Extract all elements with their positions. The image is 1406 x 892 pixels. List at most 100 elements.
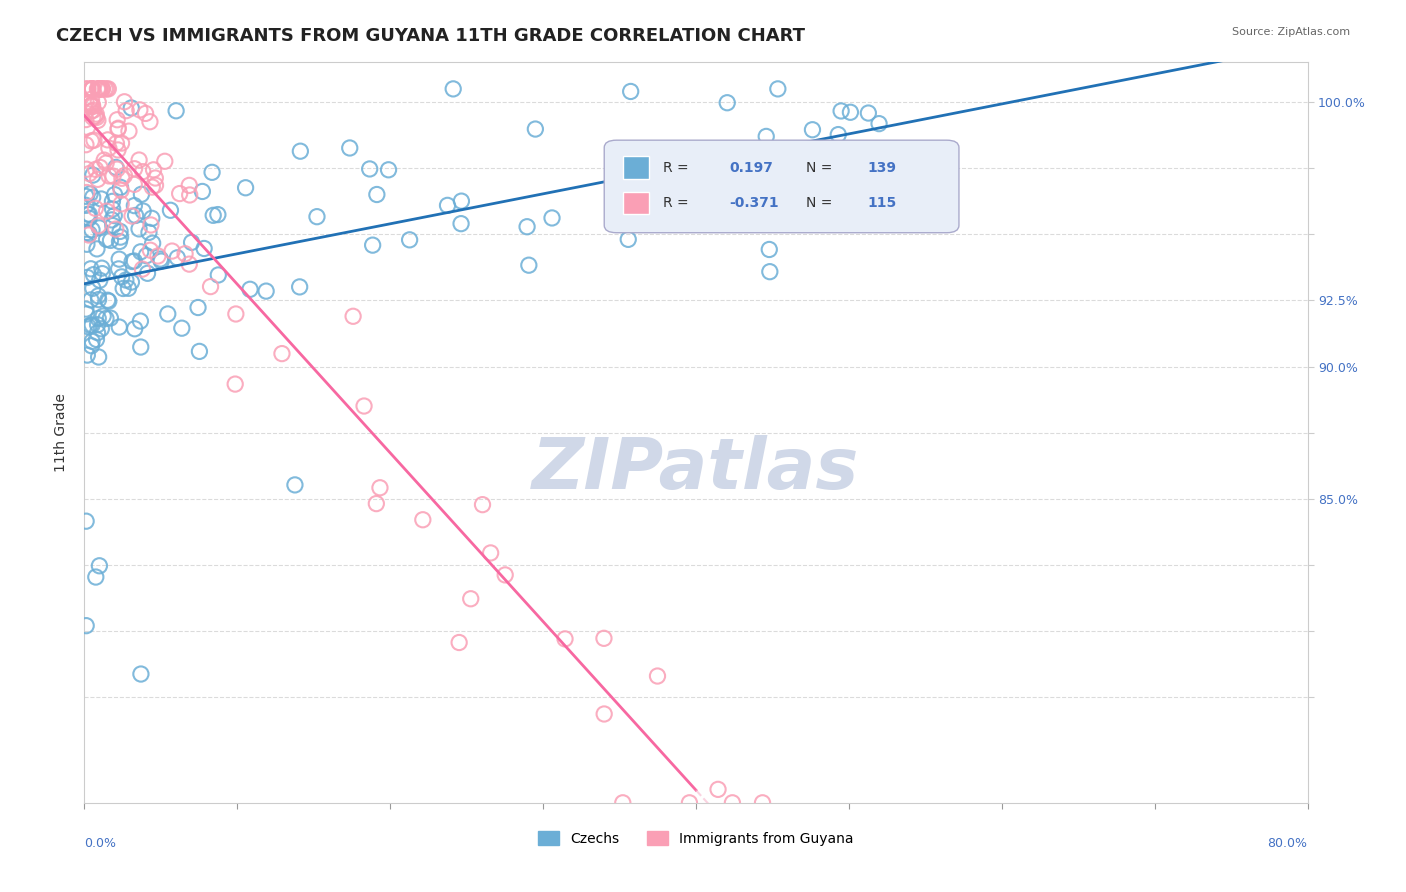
Point bbox=[107, 143, 129, 157]
Text: R =: R = bbox=[664, 161, 689, 175]
Point bbox=[118, 124, 141, 138]
Point bbox=[76, 120, 98, 135]
Point bbox=[146, 249, 169, 263]
Point bbox=[121, 209, 143, 223]
Point bbox=[104, 222, 127, 236]
Point bbox=[82, 334, 104, 349]
Point bbox=[82, 268, 104, 282]
Point bbox=[80, 223, 103, 237]
Point bbox=[224, 377, 246, 392]
Point bbox=[124, 209, 146, 223]
Point bbox=[79, 186, 101, 201]
Point bbox=[617, 232, 640, 246]
Point bbox=[766, 82, 789, 96]
Point bbox=[101, 169, 124, 183]
Point bbox=[593, 632, 616, 646]
Text: Source: ZipAtlas.com: Source: ZipAtlas.com bbox=[1232, 27, 1350, 37]
Point bbox=[82, 281, 104, 295]
Point bbox=[129, 340, 152, 354]
Y-axis label: 11th Grade: 11th Grade bbox=[55, 393, 69, 472]
Point bbox=[124, 322, 146, 336]
Point bbox=[132, 164, 155, 178]
Point bbox=[207, 268, 229, 282]
Text: 0.197: 0.197 bbox=[728, 161, 773, 175]
Point bbox=[79, 207, 101, 221]
Point bbox=[82, 190, 104, 204]
Legend: Czechs, Immigrants from Guyana: Czechs, Immigrants from Guyana bbox=[533, 825, 859, 851]
Point bbox=[450, 217, 472, 231]
Point bbox=[398, 233, 420, 247]
Point bbox=[124, 178, 146, 192]
Point bbox=[124, 161, 146, 176]
Point bbox=[117, 281, 139, 295]
Point bbox=[202, 208, 225, 222]
Point bbox=[105, 162, 128, 177]
Point bbox=[120, 275, 142, 289]
Point bbox=[80, 261, 103, 276]
Text: 139: 139 bbox=[868, 161, 896, 175]
Point bbox=[412, 513, 434, 527]
Point bbox=[112, 281, 135, 295]
Point bbox=[76, 237, 98, 252]
Point bbox=[721, 796, 744, 810]
Point bbox=[707, 782, 730, 797]
Point bbox=[96, 82, 118, 96]
Point bbox=[75, 112, 97, 127]
Point bbox=[827, 128, 849, 142]
Point bbox=[89, 558, 111, 573]
Point bbox=[87, 289, 110, 303]
Point bbox=[524, 122, 547, 136]
Point bbox=[187, 301, 209, 315]
Point bbox=[110, 197, 132, 211]
Point bbox=[122, 254, 145, 268]
Point bbox=[76, 82, 98, 96]
Point bbox=[366, 497, 388, 511]
Point bbox=[80, 104, 103, 119]
Point bbox=[271, 346, 294, 360]
Point bbox=[143, 171, 166, 186]
Point bbox=[90, 82, 112, 96]
Point bbox=[460, 591, 482, 606]
Point bbox=[128, 222, 150, 236]
Point bbox=[103, 209, 125, 223]
Point bbox=[108, 320, 131, 334]
Point bbox=[111, 171, 134, 186]
Point bbox=[86, 82, 108, 96]
Point bbox=[165, 103, 187, 118]
Point bbox=[100, 311, 122, 326]
Point bbox=[79, 167, 101, 181]
Point bbox=[96, 204, 118, 219]
Point bbox=[129, 314, 152, 328]
FancyBboxPatch shape bbox=[623, 192, 650, 214]
Point bbox=[361, 238, 384, 252]
Point bbox=[112, 95, 135, 109]
Point bbox=[758, 243, 780, 257]
Point bbox=[97, 294, 120, 309]
Point bbox=[115, 273, 138, 287]
Point bbox=[141, 180, 163, 194]
Point bbox=[129, 667, 152, 681]
Point bbox=[179, 188, 201, 202]
Point bbox=[76, 226, 98, 240]
Point bbox=[201, 165, 224, 179]
Point bbox=[759, 265, 782, 279]
Point bbox=[110, 183, 132, 197]
Point bbox=[150, 254, 173, 268]
Point bbox=[87, 311, 110, 326]
Point bbox=[131, 187, 153, 202]
Point bbox=[366, 187, 388, 202]
Point bbox=[139, 114, 162, 128]
Point bbox=[89, 82, 111, 96]
Point bbox=[82, 99, 104, 113]
Point bbox=[368, 481, 391, 495]
Point bbox=[75, 618, 97, 632]
Point bbox=[76, 186, 98, 200]
Point bbox=[87, 293, 110, 307]
Point bbox=[142, 236, 165, 251]
Point bbox=[93, 153, 115, 167]
Point bbox=[124, 199, 146, 213]
Point bbox=[139, 218, 162, 232]
Point bbox=[82, 103, 104, 118]
Point bbox=[101, 194, 124, 209]
Point bbox=[87, 350, 110, 364]
